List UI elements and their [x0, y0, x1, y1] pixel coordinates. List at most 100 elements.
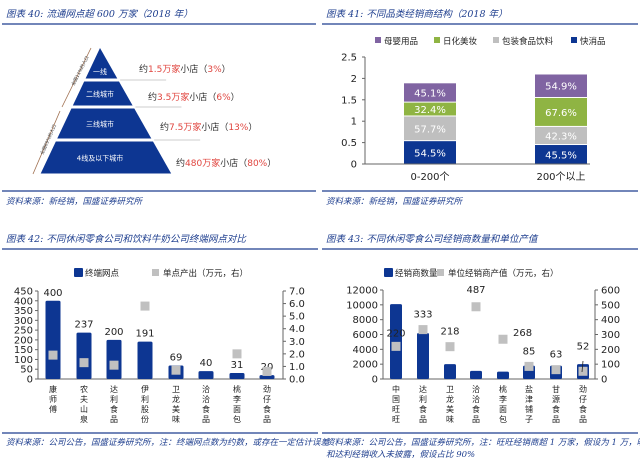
scatter-point [391, 341, 401, 351]
bar-value-label: 191 [135, 329, 154, 340]
x-category-char: 卫 [446, 385, 454, 394]
y-tick-label: 1 [351, 117, 357, 128]
segment-label: 45.1% [414, 88, 446, 99]
scatter-point [79, 358, 89, 368]
bar [229, 372, 245, 379]
y-tick-label: 0 [27, 375, 33, 386]
annotation-part: 3.5万家 [157, 91, 189, 103]
panel-40-source: 资料来源：新经销，国盛证券研究所 [6, 196, 144, 207]
x-category-char: 李 [499, 394, 507, 404]
bar [198, 371, 214, 379]
scatter-point [551, 365, 561, 375]
x-category-char: 盐 [525, 384, 533, 394]
chart-title: 图表 42: 不同休闲零食公司和饮料牛奶公司终端网点对比 [6, 233, 247, 245]
y2-tick-label: 7.0 [289, 287, 305, 298]
y-tick-label: 10000 [346, 300, 378, 311]
panel-40-title: 图表 40: 流通网点超 600 万家（2018 年） [6, 8, 193, 20]
bar [106, 339, 122, 379]
stacked-bar-segment [535, 74, 587, 97]
x-category-char: 品 [110, 415, 118, 424]
x-category-char: 农 [80, 384, 88, 394]
legend-swatch [152, 269, 159, 276]
pyramid-level-label: 4线及以下城市 [77, 154, 123, 163]
annotation-part: 小店（ [189, 91, 216, 103]
legend-swatch [571, 37, 577, 43]
x-category-char: 桃 [233, 384, 241, 394]
y-tick-label: 250 [14, 326, 33, 337]
x-category-char: 洽 [472, 384, 480, 394]
annotation-part: 约 [148, 91, 157, 103]
x-category-label: 200个以上 [536, 171, 585, 183]
annotation-part: 6% [216, 93, 231, 103]
annotation-part: 480万家 [185, 157, 220, 169]
y2-tick-label: 2.0 [289, 349, 305, 360]
x-category-char: 龙 [446, 394, 454, 404]
chart-source-cont: 和达利经销收入未披露，假设占比 90% [326, 449, 475, 460]
scatter-point [524, 361, 534, 371]
scatter-point [140, 301, 150, 311]
x-category-char: 仔 [579, 394, 587, 404]
x-category-char: 山 [80, 404, 88, 414]
annotation-part: ） [248, 122, 257, 133]
x-category-char: 源 [552, 395, 560, 404]
y-tick-label: 6000 [353, 330, 378, 341]
y-tick-label: 2 [351, 74, 357, 85]
x-category-char: 洽 [472, 394, 480, 404]
pyramid-level [57, 108, 152, 139]
annotation-part: 约 [160, 121, 169, 133]
chart-source: 资料来源：新经销，国盛证券研究所 [326, 196, 464, 207]
x-category-char: 卫 [172, 385, 180, 394]
legend-swatch [493, 37, 499, 43]
side-arrow [32, 110, 61, 175]
legend-label: 单点产出（万元，右） [163, 268, 248, 279]
x-category-char: 味 [446, 414, 454, 424]
store-count-annotation: 约1.5万家小店（3%） [139, 63, 231, 75]
x-category-char: 包 [499, 414, 507, 424]
point-value-label: 487 [466, 285, 485, 296]
x-category-char: 夫 [80, 394, 88, 404]
x-category-char: 泉 [80, 414, 88, 424]
x-category-char: 品 [552, 415, 560, 424]
annotation-part: 1.5万家 [148, 63, 180, 75]
y-tick-label: 8000 [353, 315, 378, 326]
annotation-part: ） [222, 64, 231, 75]
y-tick-label: 150 [14, 345, 33, 356]
segment-label: 54.5% [414, 148, 446, 159]
legend-label: 终端网点 [85, 268, 120, 279]
x-category-char: 包 [233, 414, 241, 424]
scatter-point [171, 365, 181, 375]
y-tick-label: 450 [14, 287, 33, 298]
chart-source: 资料来源：公司公告，国盛证券研究所，注：旺旺经销商超 1 万家，假设为 1 万，… [326, 437, 640, 448]
x-category-char: 劲 [579, 384, 587, 394]
x-category-char: 食 [472, 404, 480, 414]
segment-label: 45.5% [545, 150, 577, 161]
x-category-char: 品 [579, 415, 587, 424]
x-category-char: 品 [263, 415, 271, 424]
panel-40: 图表 40: 流通网点超 600 万家（2018 年） 一线 约1.5万家小店（3… [2, 8, 316, 207]
point-value-label: 63 [550, 350, 563, 361]
scatter-point [498, 334, 508, 344]
stacked-bar-segment [535, 97, 587, 126]
y-tick-label: 400 [14, 296, 33, 307]
bar-value-label: 40 [200, 358, 213, 369]
x-category-char: 面 [233, 405, 241, 414]
point-value-label: 333 [413, 310, 432, 321]
bar [390, 304, 402, 379]
chart-41: 图表 41: 不同品类经销商结构（2018 年） 资料来源：新经销，国盛证券研究所… [322, 8, 638, 207]
legend-swatch [384, 268, 393, 277]
pyramid: 一线 约1.5万家小店（3%）二线城市 约3.5万家小店（6%）三线城市 约7.5万家… [32, 47, 276, 175]
x-category-char: 师 [49, 394, 57, 404]
y2-tick-label: 200 [601, 345, 620, 356]
x-category-char: 达 [419, 384, 427, 394]
stacked-bar-segment [404, 116, 456, 141]
annotation-part: 小店（ [220, 157, 247, 169]
x-category-char: 股 [141, 405, 149, 414]
x-category-char: 利 [141, 394, 149, 404]
y2-tick-label: 0 [601, 375, 607, 386]
pyramid-level-label: 二线城市 [86, 90, 114, 99]
legend-swatch [434, 37, 440, 43]
store-count-annotation: 约7.5万家小店（13%） [160, 121, 257, 133]
x-category-char: 中 [392, 384, 400, 394]
x-category-char: 桃 [499, 384, 507, 394]
x-category-char: 洽 [202, 394, 210, 404]
